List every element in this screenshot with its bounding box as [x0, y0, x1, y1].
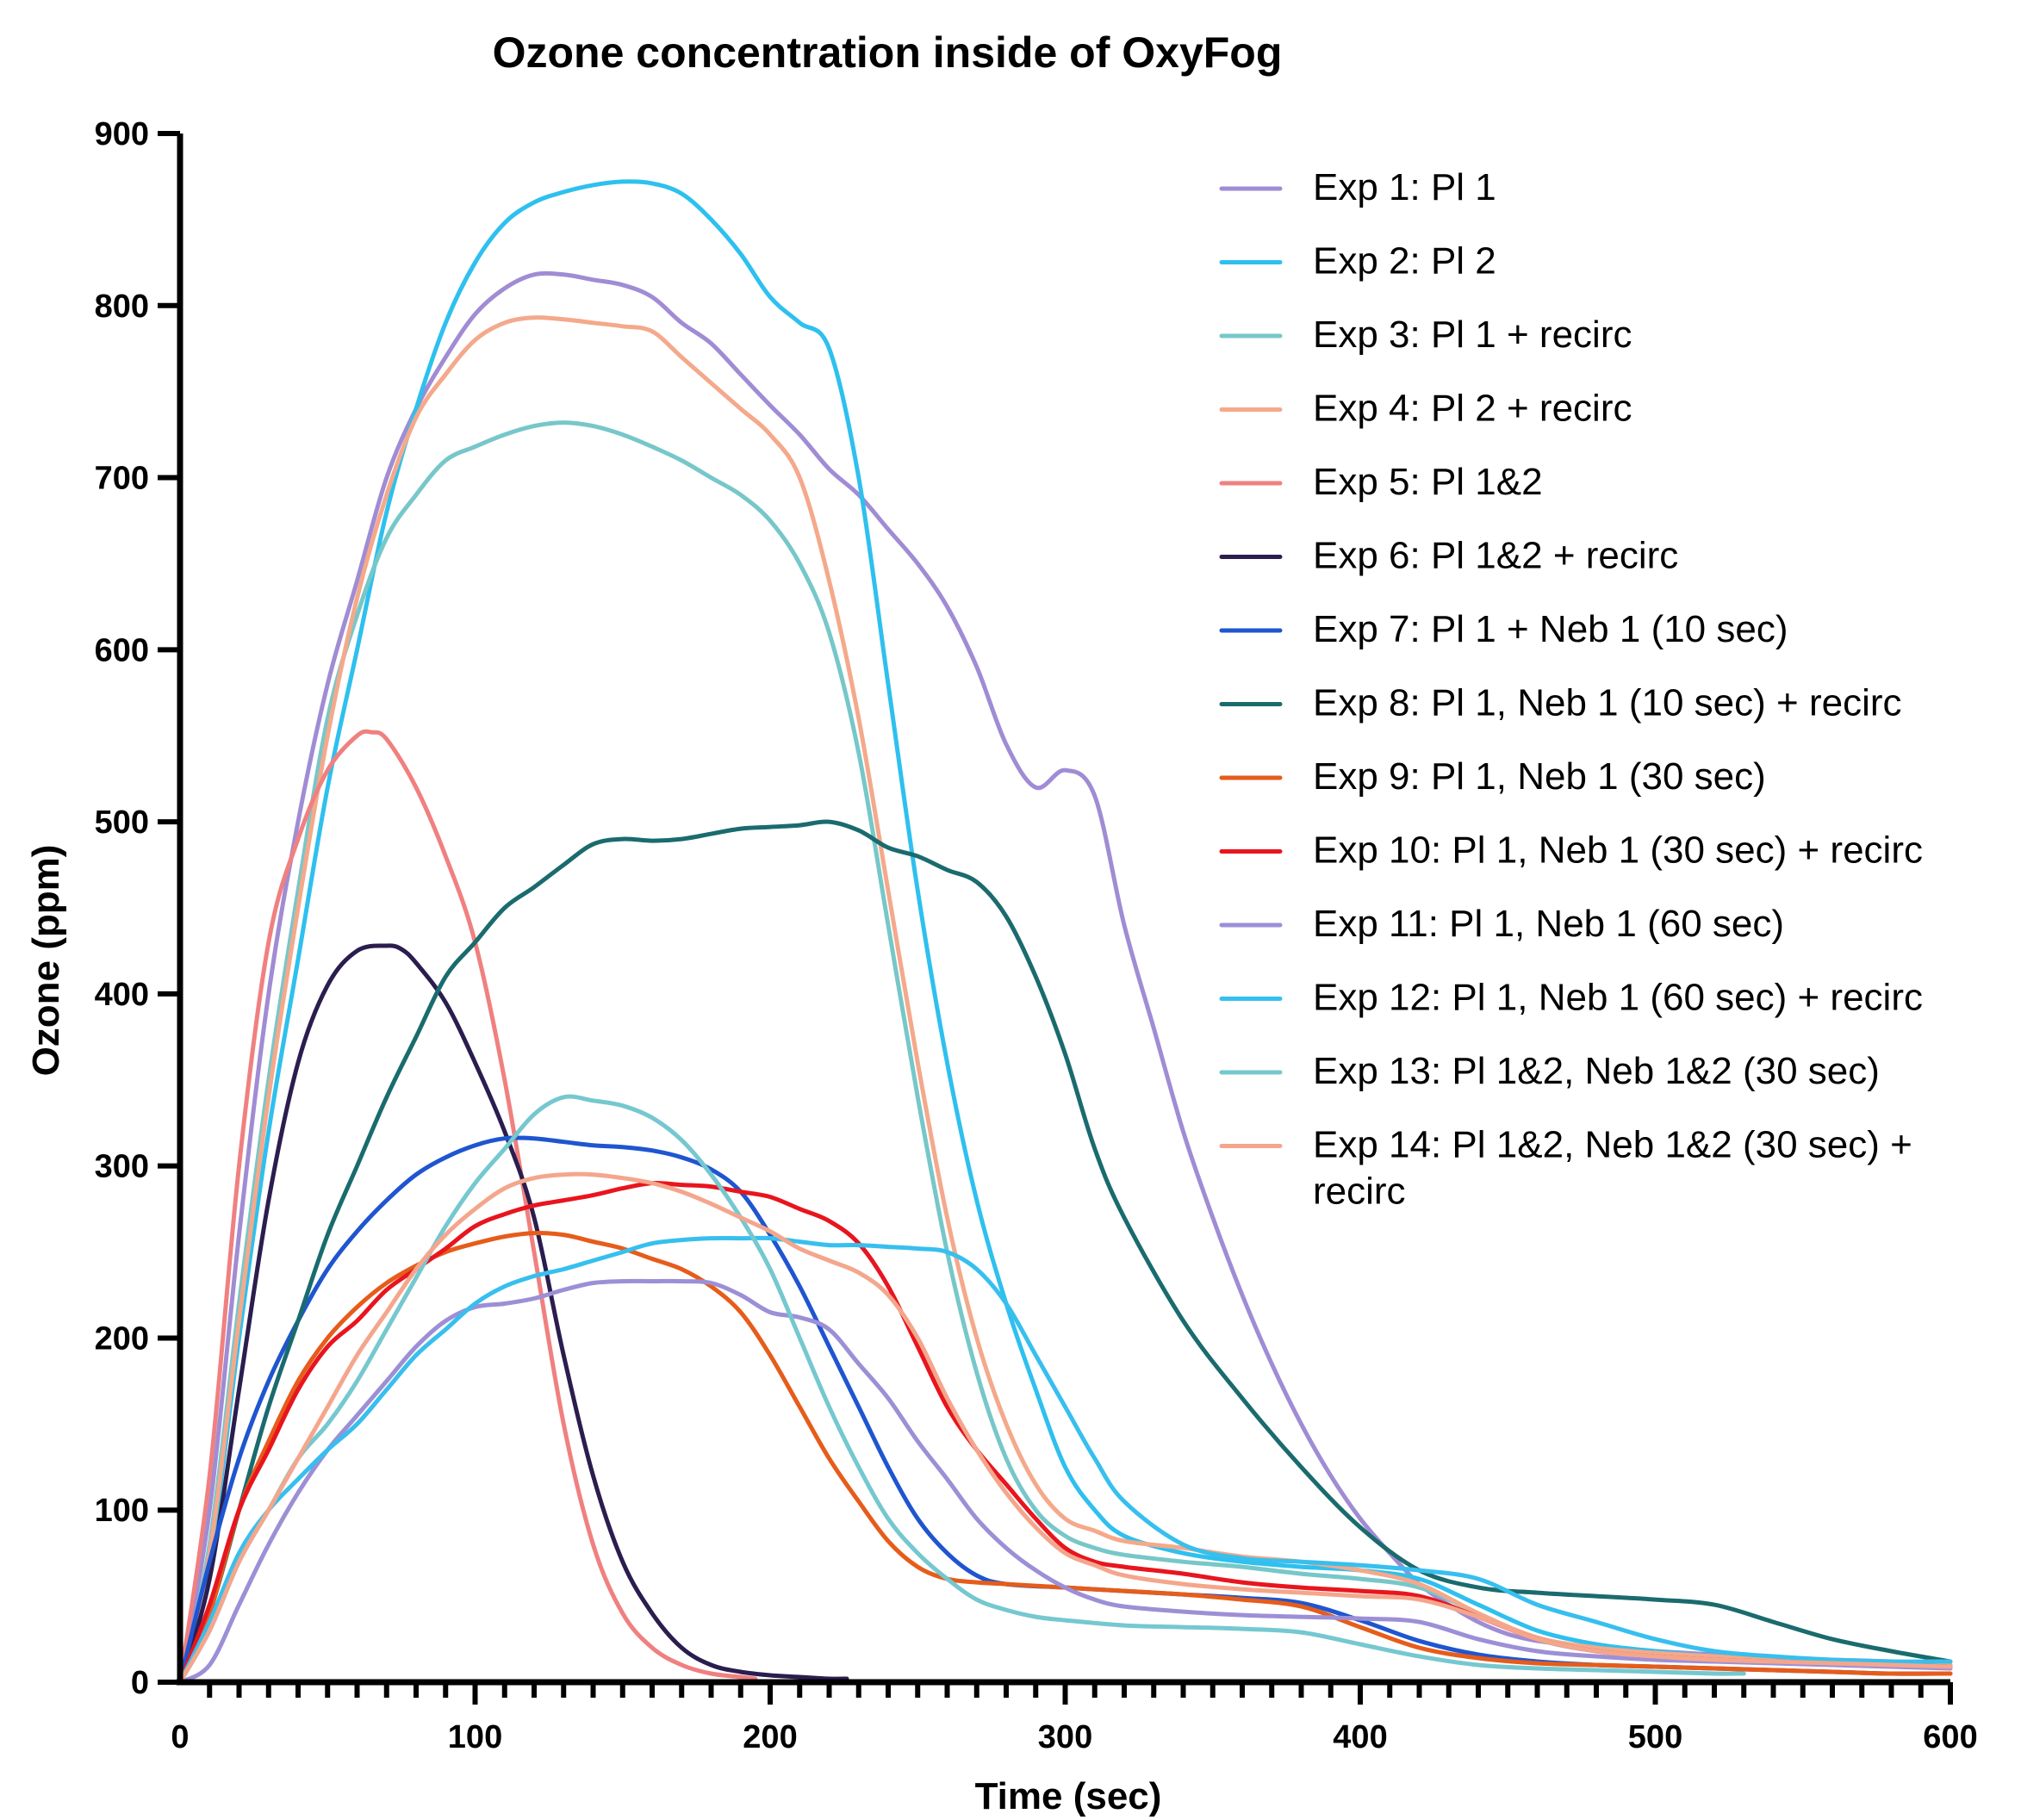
legend-label-exp-6: Exp 6: Pl 1&2 + recirc — [1313, 535, 1678, 577]
x-tick-label: 100 — [448, 1719, 502, 1755]
legend-label-exp-8: Exp 8: Pl 1, Neb 1 (10 sec) + recirc — [1313, 682, 1902, 724]
legend-label-exp-11: Exp 11: Pl 1, Neb 1 (60 sec) — [1313, 903, 1784, 945]
x-tick-label: 200 — [743, 1719, 797, 1755]
series-line-exp-4 — [177, 315, 1953, 1685]
series-layer — [177, 179, 1953, 1685]
series-line-exp-9 — [177, 1231, 1953, 1685]
legend-label-exp-4: Exp 4: Pl 2 + recirc — [1313, 388, 1632, 430]
series-line-exp-10 — [177, 1180, 1953, 1685]
legend-label-exp-13: Exp 13: Pl 1&2, Neb 1&2 (30 sec) — [1313, 1050, 1880, 1092]
x-tick-label: 400 — [1333, 1719, 1387, 1755]
legend-label-exp-9: Exp 9: Pl 1, Neb 1 (30 sec) — [1313, 755, 1766, 798]
legend-label-exp-14: Exp 14: Pl 1&2, Neb 1&2 (30 sec) + recirc — [1313, 1124, 1912, 1213]
legend: Exp 1: Pl 1 Exp 2: Pl 2 Exp 3: Pl 1 + reci… — [1219, 166, 1923, 1213]
y-tick-label: 100 — [95, 1493, 149, 1529]
y-tick-label: 500 — [95, 804, 149, 841]
series-line-exp-8 — [177, 819, 1953, 1685]
legend-label-exp-2: Exp 2: Pl 2 — [1313, 240, 1496, 283]
legend-label-exp-7: Exp 7: Pl 1 + Neb 1 (10 sec) — [1313, 608, 1788, 650]
series-line-exp-1 — [177, 270, 1953, 1685]
x-tick-label: 300 — [1038, 1719, 1092, 1755]
y-tick-label: 300 — [95, 1149, 149, 1185]
legend-label-exp-1: Exp 1: Pl 1 — [1313, 166, 1496, 208]
series-line-exp-5 — [177, 729, 758, 1685]
axes-layer — [177, 134, 1950, 1686]
y-tick-label: 900 — [95, 116, 149, 152]
y-tick-label: 700 — [95, 461, 149, 497]
legend-label-exp-10: Exp 10: Pl 1, Neb 1 (30 sec) + recirc — [1313, 829, 1923, 872]
y-tick-label: 400 — [95, 977, 149, 1013]
x-tick-label: 500 — [1628, 1719, 1682, 1755]
series-line-exp-13 — [177, 1094, 1746, 1685]
y-tick-label: 800 — [95, 289, 149, 325]
y-tick-label: 600 — [95, 632, 149, 668]
y-tick-label: 200 — [95, 1320, 149, 1357]
chart-title: Ozone concentration inside of OxyFog — [493, 28, 1283, 77]
tick-layer: 0 100 200 300 400 500 600 0 100 200 300 400 500 600 70… — [95, 116, 1978, 1755]
series-line-exp-12 — [177, 1235, 1953, 1685]
x-tick-label: 600 — [1923, 1719, 1977, 1755]
legend-label-exp-12: Exp 12: Pl 1, Neb 1 (60 sec) + recirc — [1313, 977, 1923, 1019]
y-axis-label: Ozone (ppm) — [25, 845, 67, 1077]
series-line-exp-2 — [177, 179, 1953, 1685]
legend-label-exp-5: Exp 5: Pl 1&2 — [1313, 461, 1543, 503]
x-tick-label: 0 — [171, 1719, 189, 1755]
legend-label-exp-3: Exp 3: Pl 1 + recirc — [1313, 314, 1632, 356]
series-line-exp-11 — [177, 1278, 1953, 1685]
series-line-exp-14 — [177, 1171, 1953, 1685]
x-axis-label: Time (sec) — [975, 1775, 1162, 1817]
y-tick-label: 0 — [131, 1665, 149, 1701]
series-line-exp-6 — [177, 943, 849, 1685]
